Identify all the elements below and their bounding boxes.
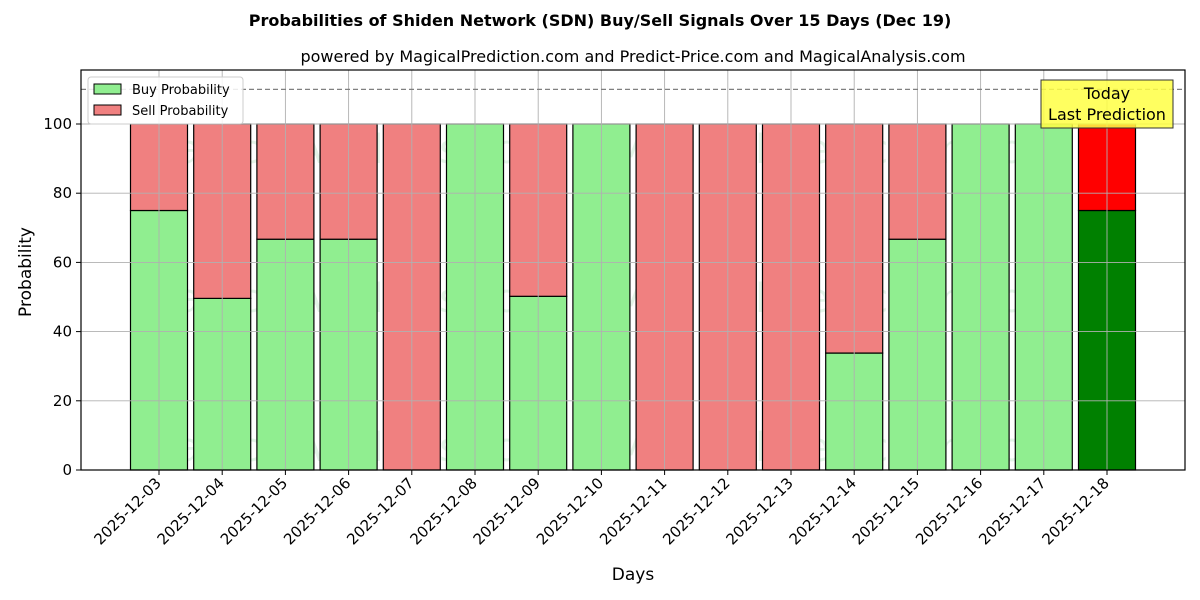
y-tick-label: 20 [53, 392, 72, 410]
legend-box [87, 76, 244, 125]
plot-frame [80, 69, 1186, 471]
x-tick-label: 2025-12-18 [1038, 474, 1112, 548]
annotation-box [1040, 79, 1174, 129]
x-tick-label: 2025-12-13 [722, 474, 796, 548]
x-tick-label: 2025-12-11 [596, 474, 670, 548]
x-tick-label: 2025-12-03 [90, 474, 164, 548]
x-tick-label: 2025-12-05 [217, 474, 291, 548]
x-tick-label: 2025-12-06 [280, 474, 354, 548]
y-axis-label: Probability [16, 227, 36, 317]
x-tick-label: 2025-12-10 [533, 474, 607, 548]
y-tick-label: 80 [53, 184, 72, 202]
legend-swatch-buy [93, 83, 122, 95]
chart-subtitle: powered by MagicalPrediction.com and Pre… [300, 47, 965, 66]
annotation-text: Today [1083, 84, 1130, 103]
x-tick-label: 2025-12-14 [786, 474, 860, 548]
x-tick-label: 2025-12-15 [849, 474, 923, 548]
annotation-text: Last Prediction [1048, 105, 1166, 124]
x-axis: 2025-12-032025-12-042025-12-052025-12-06… [90, 470, 1113, 548]
legend-swatch-sell [93, 104, 122, 116]
x-tick-label: 2025-12-07 [343, 474, 417, 548]
chart-title: Probabilities of Shiden Network (SDN) Bu… [249, 11, 952, 30]
y-axis: 0 20 40 60 80 100 [43, 115, 81, 479]
legend: Buy Probability Sell Probability [87, 76, 244, 125]
x-tick-label: 2025-12-17 [975, 474, 1049, 548]
y-tick-label: 0 [62, 461, 72, 479]
y-tick-label: 60 [53, 253, 72, 271]
x-tick-label: 2025-12-04 [154, 474, 228, 548]
legend-label-buy: Buy Probability [132, 83, 230, 98]
legend-label-sell: Sell Probability [132, 104, 229, 119]
today-annotation: Today Last Prediction [1040, 79, 1174, 129]
gridlines [81, 70, 1185, 470]
y-tick-label: 40 [53, 323, 72, 341]
x-axis-label: Days [612, 565, 655, 585]
y-tick-label: 100 [43, 115, 72, 133]
x-tick-label: 2025-12-12 [659, 474, 733, 548]
x-tick-label: 2025-12-09 [470, 474, 544, 548]
x-tick-label: 2025-12-16 [912, 474, 986, 548]
x-tick-label: 2025-12-08 [406, 474, 480, 548]
